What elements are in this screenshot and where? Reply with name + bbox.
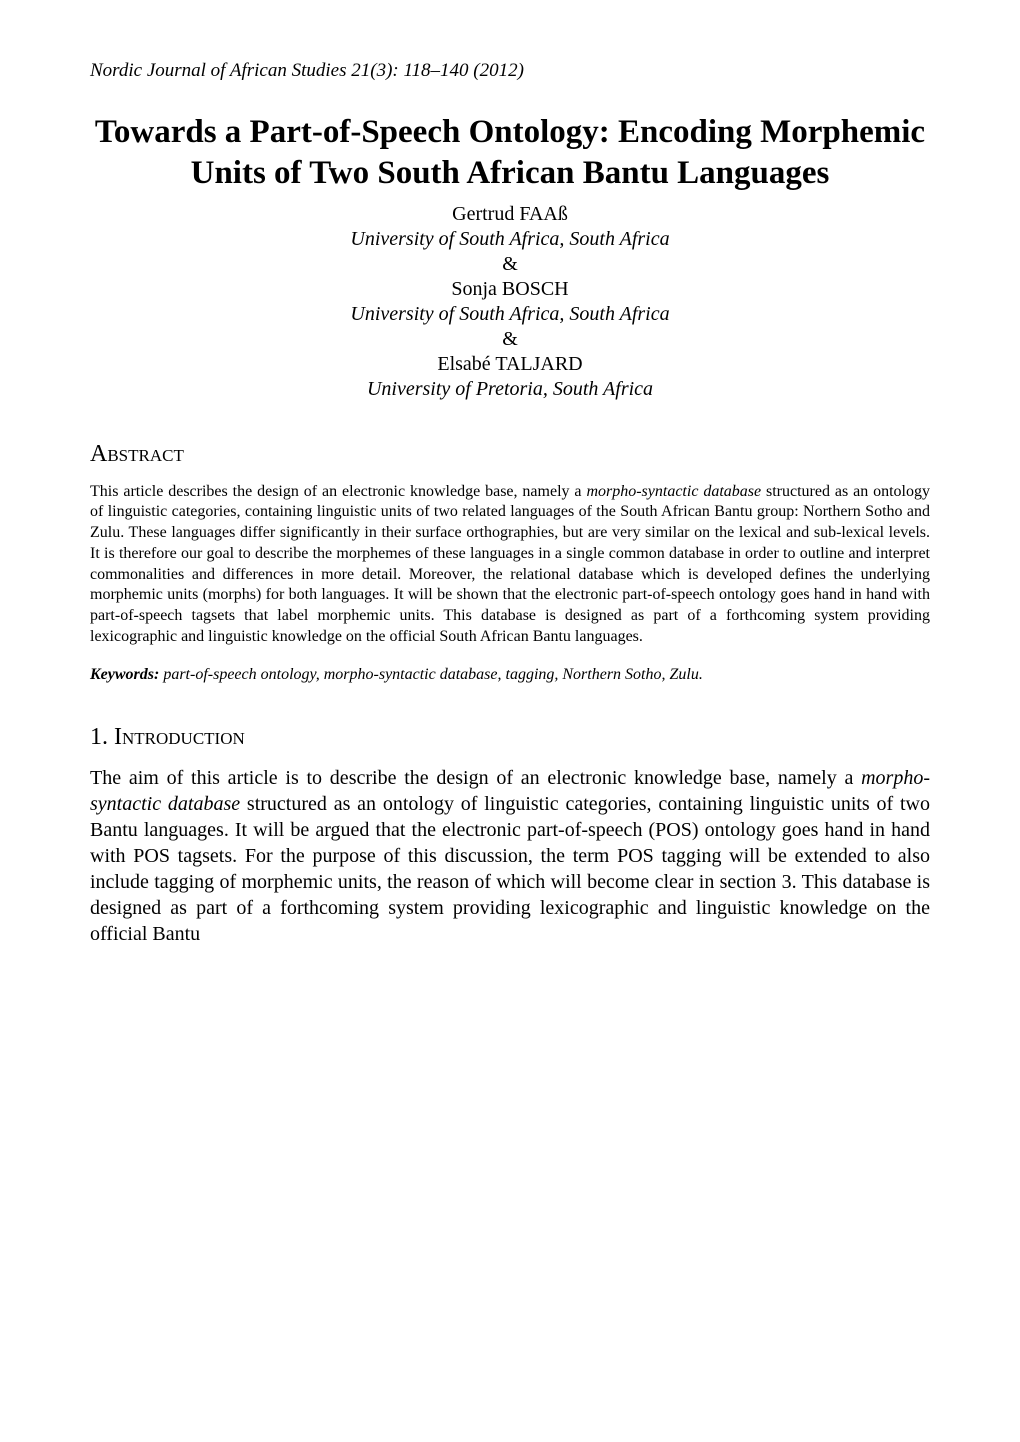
section-number: 1. [90, 724, 108, 750]
section-title: Introduction [114, 724, 245, 750]
abstract-text: This article describes the design of an … [90, 482, 930, 648]
keywords-label: Keywords: [90, 666, 159, 683]
author-affiliation: University of Pretoria, South Africa [90, 378, 930, 401]
author-name: Elsabé TALJARD [90, 353, 930, 376]
author-affiliation: University of South Africa, South Africa [90, 228, 930, 251]
author-separator: & [90, 253, 930, 276]
abstract-heading: Abstract [90, 441, 930, 468]
author-name: Gertrud FAAß [90, 203, 930, 226]
author-separator: & [90, 328, 930, 351]
author-block: Gertrud FAAß University of South Africa,… [90, 203, 930, 401]
paper-title: Towards a Part-of-Speech Ontology: Encod… [90, 112, 930, 195]
abstract-content: This article describes the design of an … [90, 483, 930, 646]
introduction-heading: 1. Introduction [90, 724, 930, 751]
keywords: Keywords: part-of-speech ontology, morph… [90, 666, 930, 684]
journal-header: Nordic Journal of African Studies 21(3):… [90, 60, 930, 82]
introduction-text: The aim of this article is to describe t… [90, 765, 930, 947]
author-affiliation: University of South Africa, South Africa [90, 303, 930, 326]
introduction-content: The aim of this article is to describe t… [90, 767, 930, 945]
keywords-text: part-of-speech ontology, morpho-syntacti… [163, 666, 703, 683]
author-name: Sonja BOSCH [90, 278, 930, 301]
